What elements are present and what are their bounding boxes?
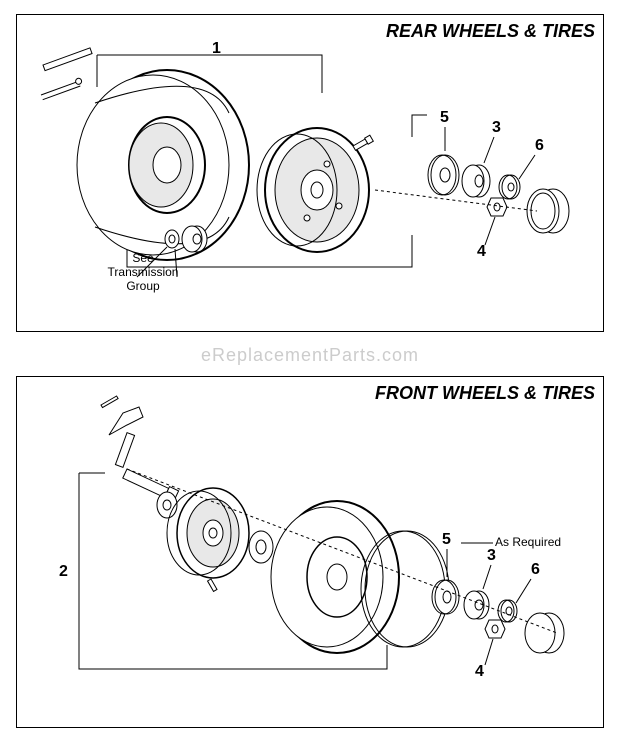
callout-3: 3	[492, 119, 501, 137]
callout-4b: 4	[475, 663, 484, 681]
callout-5: 5	[440, 109, 449, 127]
callout-4: 4	[477, 243, 486, 261]
front-note: As Required	[495, 535, 561, 549]
front-diagram-svg	[17, 377, 605, 729]
callout-6b: 6	[531, 561, 540, 579]
rear-note: See Transmission Group	[103, 251, 183, 293]
callout-1: 1	[212, 40, 221, 58]
callout-2: 2	[59, 563, 68, 581]
watermark: eReplacementParts.com	[201, 345, 419, 366]
callout-3b: 3	[487, 547, 496, 565]
front-wheels-panel: FRONT WHEELS & TIRES	[16, 376, 604, 728]
rear-wheels-panel: REAR WHEELS & TIRES	[16, 14, 604, 332]
callout-6: 6	[535, 137, 544, 155]
callout-5b: 5	[442, 531, 451, 549]
